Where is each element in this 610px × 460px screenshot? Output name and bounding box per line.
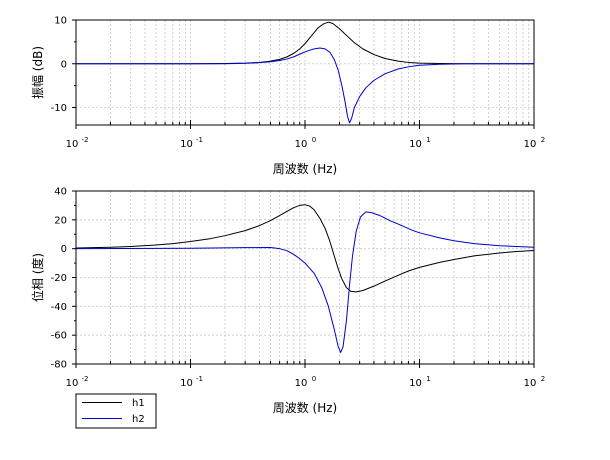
phase-x-tick-exponent: 1: [426, 375, 430, 383]
phase-y-tick-label: -20: [51, 273, 67, 284]
magnitude-x-axis-label: 周波数 (Hz): [273, 161, 338, 176]
phase-x-tick-label: 10: [66, 378, 79, 389]
phase-y-axis-label: 位相 (度): [30, 253, 45, 302]
phase-y-tick-label: -40: [51, 302, 67, 313]
magnitude-x-tick-exponent: -2: [82, 136, 89, 144]
phase-x-axis-label: 周波数 (Hz): [273, 400, 338, 415]
magnitude-x-tick-label: 10: [180, 139, 193, 150]
legend-label-h2: h2: [132, 414, 145, 425]
phase-series: [75, 204, 535, 353]
phase-x-tick-label: 10: [180, 378, 193, 389]
phase-x-tick-label: 10: [295, 378, 308, 389]
phase-x-tick-exponent: 2: [541, 375, 545, 383]
magnitude-series-h2: [76, 47, 534, 124]
magnitude-x-tick-label: 10: [295, 139, 308, 150]
phase-series-h2: [75, 211, 535, 353]
magnitude-y-axis-label: 振幅 (dB): [30, 46, 45, 99]
phase-y-tick-label: 40: [54, 187, 67, 198]
magnitude-x-tick-exponent: 1: [426, 136, 430, 144]
magnitude-x-tick-exponent: -1: [196, 136, 203, 144]
magnitude-x-tick-exponent: 0: [312, 136, 316, 144]
magnitude-x-tick-label: 10: [409, 139, 422, 150]
legend-box: [75, 393, 157, 429]
phase-x-tick-label: 10: [409, 378, 422, 389]
magnitude-y-tick-label: -10: [51, 103, 67, 114]
magnitude-y-tick-label: 10: [54, 16, 67, 27]
phase-y-tick-label: -60: [51, 331, 67, 342]
phase-x-tick-exponent: -1: [196, 375, 203, 383]
magnitude-x-tick-label: 10: [524, 139, 537, 150]
magnitude-x-tick-exponent: 2: [541, 136, 545, 144]
phase-y-tick-label: -80: [51, 360, 67, 371]
phase-y-tick-label: 20: [54, 215, 67, 226]
phase-series-h1: [75, 204, 535, 293]
phase-x-tick-label: 10: [524, 378, 537, 389]
legend-label-h1: h1: [132, 398, 145, 409]
magnitude-grid: [76, 20, 534, 125]
magnitude-x-tick-label: 10: [66, 139, 79, 150]
magnitude-y-tick-label: 0: [61, 59, 67, 70]
magnitude-series: [76, 21, 534, 124]
legend: h1 h2: [75, 393, 157, 429]
phase-x-tick-exponent: -2: [82, 375, 89, 383]
phase-y-tick-label: 0: [61, 244, 67, 255]
magnitude-series-h1: [76, 21, 534, 65]
phase-x-tick-exponent: 0: [312, 375, 316, 383]
